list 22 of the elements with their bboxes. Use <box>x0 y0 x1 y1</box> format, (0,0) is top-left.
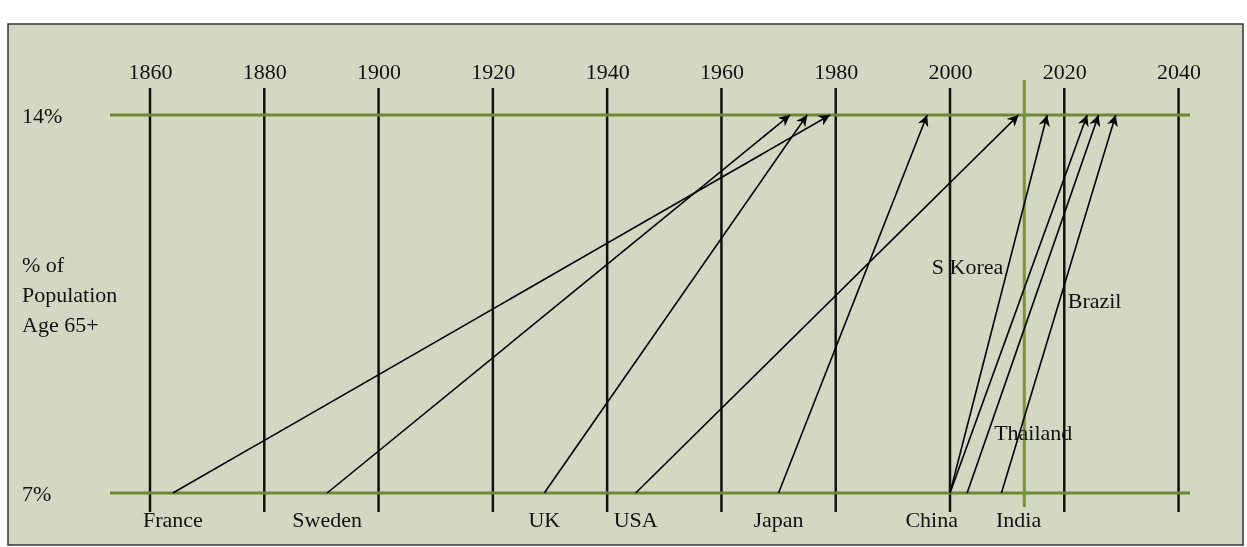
annotation: India <box>995 507 1042 532</box>
x-tick-label: 1860 <box>128 59 173 84</box>
y-tick-label: 7% <box>22 480 52 506</box>
x-tick-label: 2000 <box>928 59 973 84</box>
series-label: Sweden <box>292 507 362 532</box>
series-label: USA <box>613 507 658 532</box>
x-tick-label: 2020 <box>1042 59 1087 84</box>
series-label: UK <box>528 507 561 532</box>
x-tick-label: 1880 <box>242 59 287 84</box>
series-label: Brazil <box>1067 287 1122 313</box>
series-label: France <box>142 507 203 532</box>
x-tick-label: 1940 <box>585 59 630 84</box>
y-tick-label: 14% <box>22 102 63 128</box>
series-label: China <box>905 507 959 532</box>
series-label: Japan <box>753 507 804 532</box>
y-axis-title: % of Population Age 65+ <box>22 252 118 337</box>
series-label: S Korea <box>931 253 1004 279</box>
x-tick-label: 1980 <box>814 59 859 84</box>
x-tick-label: 1920 <box>471 59 516 84</box>
x-tick-label: 1960 <box>699 59 744 84</box>
x-tick-label: 1900 <box>357 59 402 84</box>
x-tick-label: 2040 <box>1157 59 1202 84</box>
